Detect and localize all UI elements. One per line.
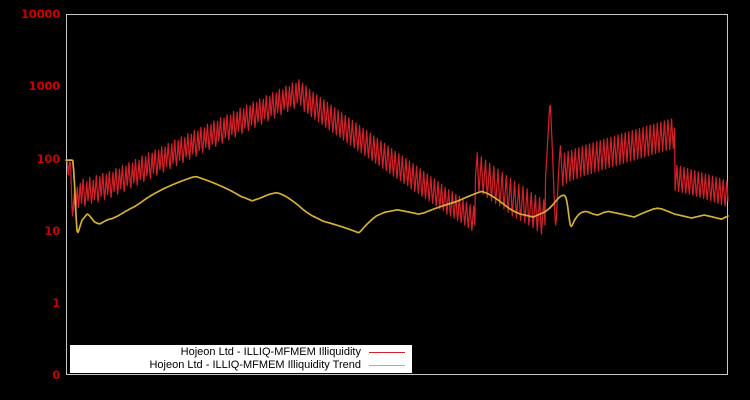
y-axis-tick-10: 10 xyxy=(44,223,60,238)
series-line-illiquidity-trend xyxy=(65,159,729,234)
y-axis-tick-100: 100 xyxy=(36,151,61,166)
legend-swatch-illiquidity xyxy=(369,352,405,353)
y-axis-tick-10000: 10000 xyxy=(20,7,60,21)
y-axis-tick-1000: 1000 xyxy=(28,79,60,94)
legend-entry-illiquidity: Hojeon Ltd - ILLIQ-MFMEM Illiquidity xyxy=(71,346,411,359)
chart-legend: Hojeon Ltd - ILLIQ-MFMEM Illiquidity Hoj… xyxy=(70,345,412,373)
legend-swatch-illiquidity-trend xyxy=(369,365,405,366)
y-axis-tick-1: 1 xyxy=(52,296,60,310)
legend-label-illiquidity: Hojeon Ltd - ILLIQ-MFMEM Illiquidity xyxy=(180,346,361,358)
y-axis-tick-0: 0 xyxy=(52,368,60,382)
legend-label-illiquidity-trend: Hojeon Ltd - ILLIQ-MFMEM Illiquidity Tre… xyxy=(149,359,361,371)
series-line-illiquidity xyxy=(65,79,729,235)
legend-entry-illiquidity-trend: Hojeon Ltd - ILLIQ-MFMEM Illiquidity Tre… xyxy=(71,359,411,372)
